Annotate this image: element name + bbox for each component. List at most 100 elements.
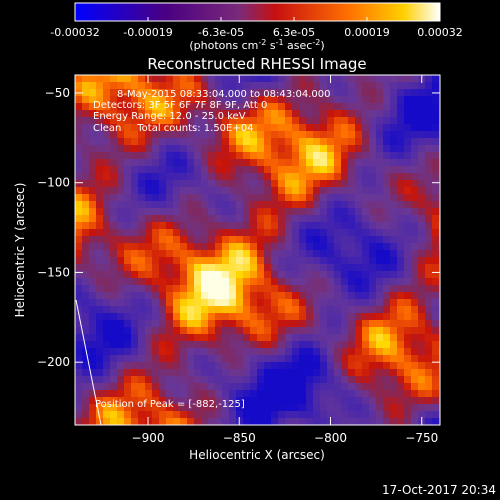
heatmap-cell	[285, 271, 292, 278]
heatmap-cell	[334, 278, 341, 285]
heatmap-cell	[187, 411, 194, 418]
heatmap-cell	[145, 159, 152, 166]
heatmap-cell	[173, 103, 180, 110]
heatmap-cell	[236, 138, 243, 145]
heatmap-cell	[96, 383, 103, 390]
heatmap-cell	[299, 215, 306, 222]
heatmap-cell	[369, 418, 376, 425]
heatmap-cell	[432, 341, 439, 348]
heatmap-cell	[138, 383, 145, 390]
heatmap-cell	[369, 299, 376, 306]
heatmap-cell	[264, 89, 271, 96]
heatmap-cell	[292, 145, 299, 152]
heatmap-cell	[285, 257, 292, 264]
heatmap-cell	[264, 271, 271, 278]
heatmap-cell	[397, 341, 404, 348]
heatmap-cell	[229, 201, 236, 208]
heatmap-cell	[152, 187, 159, 194]
heatmap-cell	[103, 110, 110, 117]
heatmap-cell	[250, 355, 257, 362]
heatmap-cell	[397, 313, 404, 320]
heatmap-cell	[313, 229, 320, 236]
heatmap-cell	[229, 334, 236, 341]
heatmap-cell	[285, 180, 292, 187]
heatmap-cell	[313, 271, 320, 278]
heatmap-cell	[404, 145, 411, 152]
heatmap-cell	[257, 89, 264, 96]
heatmap-cell	[397, 390, 404, 397]
heatmap-cell	[348, 229, 355, 236]
heatmap-cell	[117, 390, 124, 397]
heatmap-cell	[138, 145, 145, 152]
heatmap-cell	[96, 418, 103, 425]
heatmap-cell	[166, 383, 173, 390]
heatmap-cell	[138, 355, 145, 362]
heatmap-cell	[292, 243, 299, 250]
heatmap-cell	[236, 306, 243, 313]
heatmap-cell	[110, 320, 117, 327]
heatmap-cell	[348, 320, 355, 327]
heatmap-cell	[110, 194, 117, 201]
heatmap-cell	[355, 82, 362, 89]
heatmap-cell	[327, 82, 334, 89]
heatmap-cell	[397, 404, 404, 411]
colorbar-tick-label: 6.3e-05	[273, 26, 315, 39]
heatmap-cell	[320, 180, 327, 187]
heatmap-cell	[250, 320, 257, 327]
heatmap-cell	[138, 187, 145, 194]
heatmap-cell	[110, 390, 117, 397]
heatmap-cell	[201, 201, 208, 208]
heatmap-cell	[320, 187, 327, 194]
heatmap-cell	[75, 327, 82, 334]
heatmap-cell	[152, 215, 159, 222]
heatmap-cell	[89, 418, 96, 425]
heatmap-cell	[285, 404, 292, 411]
heatmap-cell	[285, 299, 292, 306]
heatmap-cell	[250, 292, 257, 299]
heatmap-cell	[124, 103, 131, 110]
heatmap-cell	[355, 194, 362, 201]
heatmap-cell	[278, 131, 285, 138]
heatmap-cell	[404, 215, 411, 222]
heatmap-cell	[243, 362, 250, 369]
heatmap-cell	[138, 152, 145, 159]
heatmap-cell	[201, 306, 208, 313]
heatmap-cell	[355, 320, 362, 327]
heatmap-cell	[229, 75, 236, 82]
heatmap-cell	[236, 327, 243, 334]
heatmap-cell	[271, 271, 278, 278]
heatmap-cell	[222, 159, 229, 166]
heatmap-cell	[236, 278, 243, 285]
heatmap-cell	[285, 313, 292, 320]
heatmap-cell	[138, 271, 145, 278]
heatmap-cell	[411, 110, 418, 117]
heatmap-cell	[124, 292, 131, 299]
heatmap-cell	[369, 334, 376, 341]
heatmap-cell	[194, 334, 201, 341]
heatmap-cell	[411, 327, 418, 334]
heatmap-cell	[124, 418, 131, 425]
heatmap-cell	[75, 320, 82, 327]
heatmap-cell	[278, 313, 285, 320]
heatmap-cell	[222, 194, 229, 201]
heatmap-cell	[257, 327, 264, 334]
heatmap-cell	[425, 257, 432, 264]
heatmap-cell	[313, 145, 320, 152]
heatmap-cell	[334, 222, 341, 229]
heatmap-cell	[250, 334, 257, 341]
heatmap-cell	[215, 292, 222, 299]
heatmap-cell	[348, 187, 355, 194]
heatmap-cell	[131, 138, 138, 145]
heatmap-cell	[145, 397, 152, 404]
heatmap-cell	[418, 124, 425, 131]
heatmap-cell	[152, 306, 159, 313]
heatmap-cell	[208, 390, 215, 397]
heatmap-cell	[327, 166, 334, 173]
heatmap-cell	[103, 411, 110, 418]
heatmap-cell	[411, 397, 418, 404]
heatmap-cell	[257, 194, 264, 201]
heatmap-cell	[117, 383, 124, 390]
heatmap-cell	[355, 362, 362, 369]
heatmap-cell	[103, 320, 110, 327]
heatmap-cell	[187, 250, 194, 257]
